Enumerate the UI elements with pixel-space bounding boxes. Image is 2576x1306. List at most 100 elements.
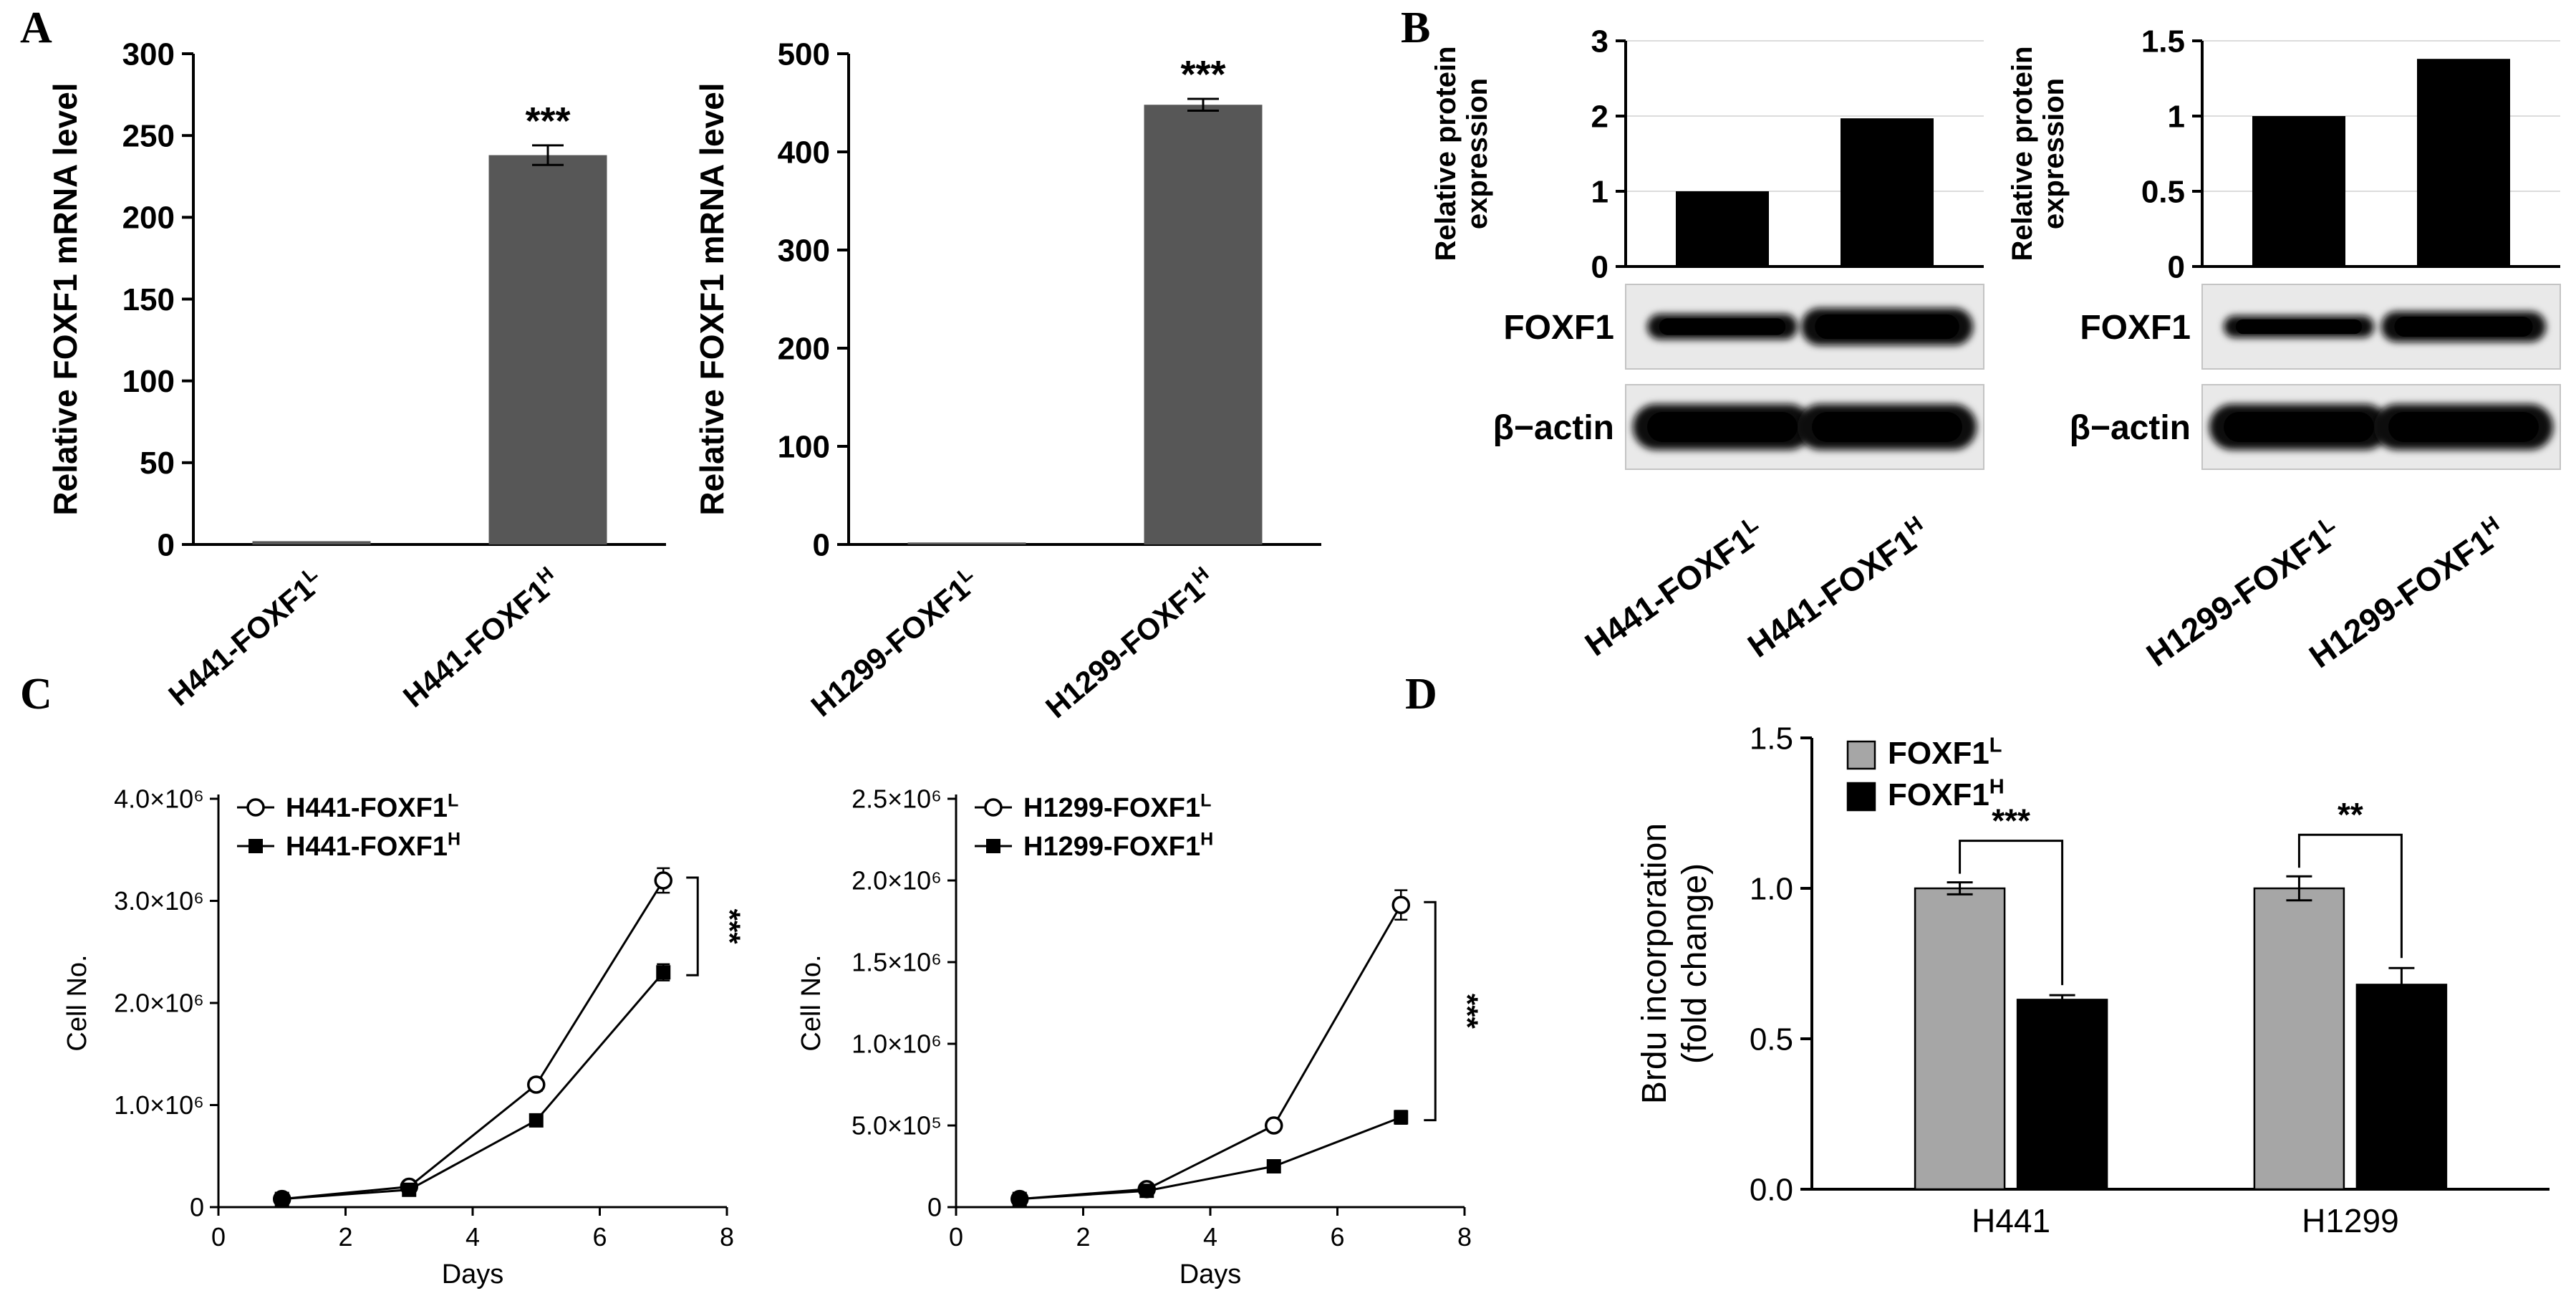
y-tick-label: 500 xyxy=(778,37,830,72)
y-tick-label: 1.0 xyxy=(1750,871,1793,906)
y-axis-title: Cell No. xyxy=(796,954,826,1051)
y-tick-label: 200 xyxy=(122,201,175,236)
y-tick-label: 1 xyxy=(2168,99,2185,134)
blot-band-core xyxy=(1647,411,1798,443)
bar xyxy=(1676,191,1769,267)
bar-chart-brdu: 0.0 0.5 1.0 1.5 Brdu incorporation (fold chan… xyxy=(1636,721,2550,1239)
y-tick-label: 100 xyxy=(122,364,175,399)
data-point-filled-square xyxy=(402,1182,417,1197)
y-axis-title: Relative protein xyxy=(2007,46,2038,261)
y-axis-title: Relative FOXF1 mRNA level xyxy=(47,82,84,515)
y-tick-label: 0 xyxy=(813,527,830,562)
y-tick-label: 4.0×10⁶ xyxy=(114,784,204,814)
data-point-filled-square xyxy=(1266,1159,1281,1173)
blot-target-label: FOXF1 xyxy=(1503,309,1614,347)
significance-stars: *** xyxy=(1992,802,2030,840)
lane-label: H441-FOXF1H xyxy=(1740,512,1935,665)
data-point-filled-square xyxy=(1139,1183,1154,1199)
significance-stars: *** xyxy=(525,100,570,143)
bar xyxy=(2252,116,2345,267)
y-tick-label: 250 xyxy=(122,119,175,154)
x-axis-title: Days xyxy=(1180,1259,1242,1290)
data-point-open-circle xyxy=(527,1075,546,1094)
series-line xyxy=(281,880,665,1201)
blot-band-core xyxy=(1659,318,1786,335)
category-label: H441-FOXF1H xyxy=(395,562,566,714)
y-tick-label: 300 xyxy=(778,233,830,268)
bar xyxy=(2417,59,2510,267)
y-tick-label: 0 xyxy=(927,1193,942,1222)
y-tick-label: 2.0×10⁶ xyxy=(114,989,204,1018)
y-tick-label: 0 xyxy=(158,527,175,562)
significance-bracket xyxy=(1424,901,1437,1122)
category-label: H1299 xyxy=(2302,1202,2399,1239)
y-tick-label: 0 xyxy=(2168,249,2185,284)
x-tick-label: 4 xyxy=(465,1222,480,1252)
protein-panel-h1299: 0 0.5 1 1.5 Relative protein expression FOXF1 β… xyxy=(2007,24,2561,676)
data-point-open-circle xyxy=(1391,896,1410,914)
significance-stars: *** xyxy=(1180,53,1225,96)
y-tick-label: 1 xyxy=(1591,174,1608,209)
bar-chart-h441-mrna: 0 50 100 150 200 250 300 Relative FOXF1 mRNA le… xyxy=(47,37,666,714)
data-point-filled-square xyxy=(529,1113,544,1128)
data-point-filled-square xyxy=(1012,1191,1027,1206)
significance-stars: *** xyxy=(1450,994,1484,1029)
y-tick-label: 2.0×10⁶ xyxy=(852,866,942,896)
blot-target-label: FOXF1 xyxy=(2080,309,2191,347)
x-tick-label: 6 xyxy=(1330,1222,1344,1252)
x-tick-label: 8 xyxy=(720,1222,734,1252)
blot-band-core xyxy=(2224,411,2374,443)
y-axis-title: Relative FOXF1 mRNA level xyxy=(693,82,730,515)
y-axis-title: expression xyxy=(1462,78,1493,229)
data-point-filled-square xyxy=(274,1191,289,1206)
y-tick-label: 150 xyxy=(122,282,175,317)
significance-bracket xyxy=(2297,833,2403,959)
legend-label: FOXF1H xyxy=(1888,775,2005,812)
bar xyxy=(488,155,607,545)
y-tick-label: 100 xyxy=(778,429,830,464)
bar xyxy=(1144,105,1263,544)
legend-swatch xyxy=(1846,740,1876,770)
blot-band-core xyxy=(2394,316,2533,337)
bar xyxy=(252,541,371,544)
bar xyxy=(1914,887,2006,1191)
y-tick-label: 3 xyxy=(1591,24,1608,59)
category-label: H1299-FOXF1L xyxy=(803,562,985,724)
significance-bracket xyxy=(1959,840,2064,986)
x-tick-label: 4 xyxy=(1203,1222,1217,1252)
x-tick-label: 8 xyxy=(1457,1222,1472,1252)
panel-d-label: D xyxy=(1405,670,1437,719)
y-tick-label: 0 xyxy=(1591,249,1608,284)
bar xyxy=(2253,887,2345,1191)
bar xyxy=(907,542,1026,544)
y-tick-label: 2 xyxy=(1591,99,1608,134)
y-tick-label: 5.0×10⁵ xyxy=(852,1111,942,1141)
blot-band-core xyxy=(2388,411,2539,443)
series-line xyxy=(1019,1116,1402,1201)
y-tick-label: 0 xyxy=(190,1193,204,1222)
blot-target-label: β−actin xyxy=(2070,409,2191,447)
legend-label: H1299-FOXF1L xyxy=(1023,791,1211,823)
data-point-filled-square xyxy=(656,965,671,980)
x-tick-label: 2 xyxy=(1076,1222,1090,1252)
category-label: H1299-FOXF1H xyxy=(1038,562,1222,725)
lane-label: H1299-FOXF1H xyxy=(2301,512,2512,676)
series-line xyxy=(281,971,665,1201)
y-axis-title: (fold change) xyxy=(1676,863,1714,1064)
blot-band-core xyxy=(2235,319,2363,335)
x-axis-title: Days xyxy=(442,1259,504,1290)
y-axis-title: Brdu incorporation xyxy=(1636,823,1674,1104)
y-tick-label: 0.5 xyxy=(1750,1022,1793,1057)
y-tick-label: 0.0 xyxy=(1750,1172,1793,1207)
category-label: H441 xyxy=(1972,1202,2050,1239)
y-axis-title: Cell No. xyxy=(62,954,92,1051)
panel-a-label: A xyxy=(20,4,52,52)
data-point-open-circle xyxy=(1265,1116,1283,1135)
y-tick-label: 1.0×10⁶ xyxy=(114,1090,204,1120)
y-tick-label: 200 xyxy=(778,331,830,366)
lane-label: H441-FOXF1L xyxy=(1577,512,1771,663)
data-point-open-circle xyxy=(654,871,672,890)
y-tick-label: 3.0×10⁶ xyxy=(114,886,204,916)
data-point-filled-square xyxy=(986,839,1000,853)
